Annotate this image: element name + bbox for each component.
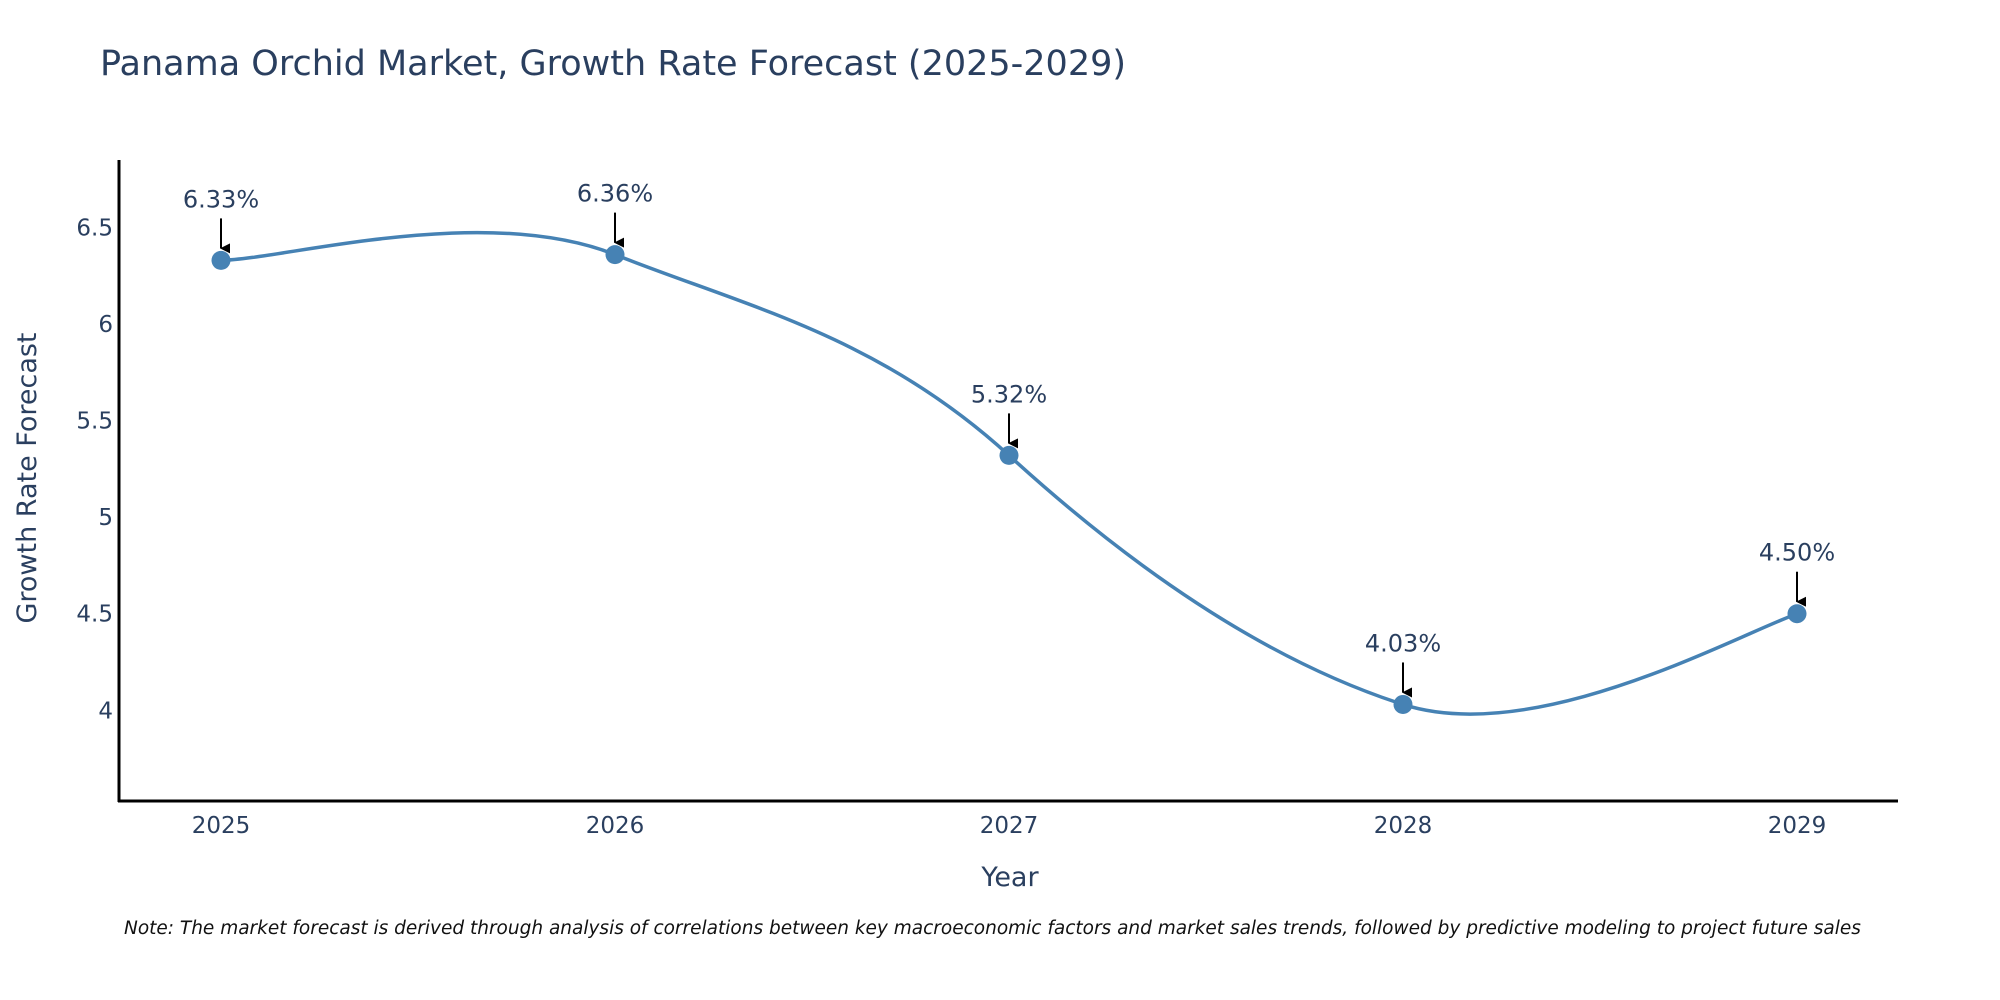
x-tick-label: 2026: [586, 813, 645, 839]
x-tick-label: 2029: [1768, 813, 1827, 839]
data-point[interactable]: [606, 245, 625, 264]
data-point[interactable]: [1000, 446, 1019, 465]
chart-plot: 44.555.566.52025 2026 2027 2028 2029 6.33% 6.…: [0, 0, 2000, 1000]
data-point[interactable]: [1788, 604, 1807, 623]
data-label: 4.50%: [1759, 539, 1835, 567]
y-axis-title: Growth Rate Forecast: [12, 332, 43, 623]
chart-container: Panama Orchid Market, Growth Rate Foreca…: [0, 0, 2000, 1000]
x-tick-label: 2025: [192, 813, 251, 839]
data-label: 4.03%: [1365, 629, 1441, 657]
y-tick-label: 5: [98, 505, 113, 531]
data-point[interactable]: [1394, 695, 1413, 714]
y-tick-label: 6.5: [76, 216, 113, 242]
x-tick-label: 2027: [980, 813, 1039, 839]
y-tick-label: 6: [98, 312, 113, 338]
y-tick-label: 4: [98, 698, 113, 724]
data-label: 5.32%: [971, 380, 1047, 408]
data-label: 6.36%: [577, 180, 653, 208]
x-tick-label: 2028: [1374, 813, 1433, 839]
chart-note: Note: The market forecast is derived thr…: [124, 918, 1861, 939]
annotation-layer: 6.33% 6.36% 5.32% 4.03% 4.50%: [183, 180, 1835, 693]
x-axis-title: Year: [980, 862, 1039, 893]
series-line: [221, 233, 1797, 715]
data-point[interactable]: [212, 251, 231, 270]
y-tick-label: 4.5: [76, 602, 113, 628]
series-layer: [212, 233, 1807, 715]
data-label: 6.33%: [183, 185, 259, 213]
axes-layer: 4 4.5 5 5.5 6 6.5 2025 2026 2027 2028 2029: [76, 160, 1898, 839]
y-tick-label: 5.5: [76, 409, 113, 435]
